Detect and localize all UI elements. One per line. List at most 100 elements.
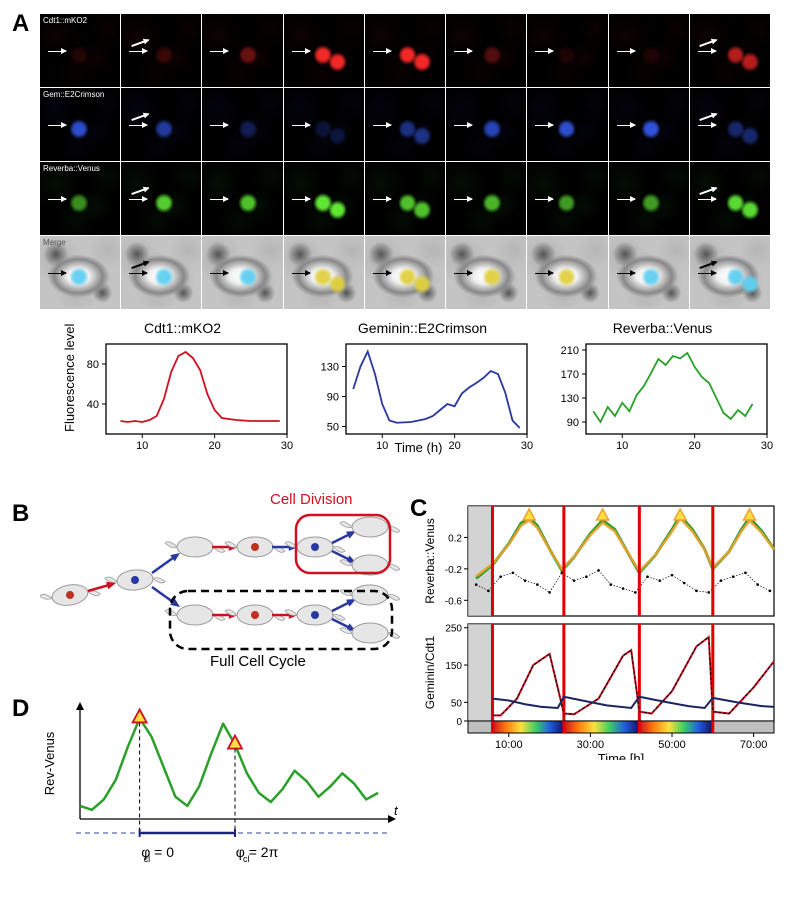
arrow-icon [129,199,147,201]
arrow-icon [48,273,66,275]
cell-blob [239,193,257,213]
panel-label-A: A [12,10,29,38]
arrow-icon [617,51,635,53]
micro-cell [202,236,282,309]
cell-blob [413,52,431,72]
arrow-icon [454,199,472,201]
cell-blob [741,200,759,220]
cell-blob [741,126,759,146]
cell-blob [239,119,257,139]
svg-text:20: 20 [688,440,700,452]
micro-cell [121,162,201,235]
cell-blob [239,45,257,65]
arrow-icon [129,273,147,275]
chart-title: Cdt1::mKO2 [70,320,295,336]
fluorescence-chart: Geminin::E2Crimson1020305090130Time (h) [310,320,535,460]
micro-row-label: Reverba::Venus [43,164,100,173]
micro-cell [609,236,689,309]
micro-cell [365,236,445,309]
chart-title: Reverba::Venus [550,320,775,336]
svg-text:90: 90 [567,417,579,429]
cell-blob [70,119,88,139]
cell-blob [155,193,173,213]
micro-cell [446,236,526,309]
micro-cell [365,14,445,87]
micro-cell [446,88,526,161]
micro-cell [284,88,364,161]
cell-blob [741,52,759,72]
micro-cell [609,14,689,87]
micro-cell: Cdt1::mKO2 [40,14,120,87]
panel-label-D: D [12,695,29,723]
svg-text:10: 10 [376,440,388,452]
cell-blob [483,45,501,65]
svg-text:20: 20 [448,440,460,452]
svg-text:30: 30 [761,440,773,452]
arrow-icon [373,273,391,275]
arrow-icon [373,199,391,201]
micro-cell [284,162,364,235]
svg-text:210: 210 [561,345,579,357]
micro-cell [690,162,770,235]
svg-text:Geminin/Cdt1: Geminin/Cdt1 [423,635,437,709]
micro-cell [527,88,607,161]
arrow-icon [210,273,228,275]
micro-cell [609,162,689,235]
cycle-label: Full Cell Cycle [210,653,306,670]
svg-text:0.2: 0.2 [448,533,462,544]
micro-cell [202,162,282,235]
svg-text:80: 80 [87,359,99,371]
arrow-icon [454,273,472,275]
micro-cell [446,14,526,87]
svg-text:10:00: 10:00 [495,739,523,751]
svg-text:70:00: 70:00 [740,739,768,751]
arrow-icon [210,125,228,127]
svg-text:150: 150 [445,661,462,672]
micro-row-label: Merge [43,238,66,247]
cell-blob [483,193,501,213]
micro-cell [446,162,526,235]
cell-blob [70,267,88,287]
arrow-icon [129,51,147,53]
cell-blob [413,274,431,294]
panel-label-B: B [12,500,29,528]
micro-cell [202,14,282,87]
svg-text:90: 90 [327,392,339,404]
fluorescence-chart: Cdt1::mKO21020304080Fluorescence level [70,320,295,460]
arrow-icon [129,125,147,127]
micro-cell [121,88,201,161]
micro-cell [365,88,445,161]
micro-cell [121,14,201,87]
arrow-icon [373,125,391,127]
arrow-icon [210,51,228,53]
cell-blob [741,274,759,294]
cell-blob [642,119,660,139]
cell-blob [155,45,173,65]
arrow-icon [48,51,66,53]
micro-cell [527,236,607,309]
cell-blob [642,267,660,287]
arrow-icon [617,125,635,127]
micro-cell: Gem::E2Crimson [40,88,120,161]
cell-blob [642,45,660,65]
svg-text:250: 250 [445,624,462,635]
svg-text:20: 20 [208,440,220,452]
micro-cell [527,162,607,235]
svg-text:-0.6: -0.6 [445,596,463,607]
micro-cell [690,14,770,87]
arrow-icon [535,125,553,127]
micro-cell [690,236,770,309]
micro-cell [121,236,201,309]
svg-text:cl: cl [243,854,250,864]
cell-blob [155,119,173,139]
svg-text:Rev-Venus: Rev-Venus [42,731,57,795]
fluorescence-chart: Reverba::Venus10203090130170210 [550,320,775,460]
cell-blob [70,193,88,213]
cell-blob [413,126,431,146]
svg-text:cl: cl [144,854,151,864]
cell-blob [70,45,88,65]
arrow-icon [454,125,472,127]
svg-text:Reverba::Venus: Reverba::Venus [423,518,437,603]
cell-blob [483,267,501,287]
arrow-icon [373,51,391,53]
